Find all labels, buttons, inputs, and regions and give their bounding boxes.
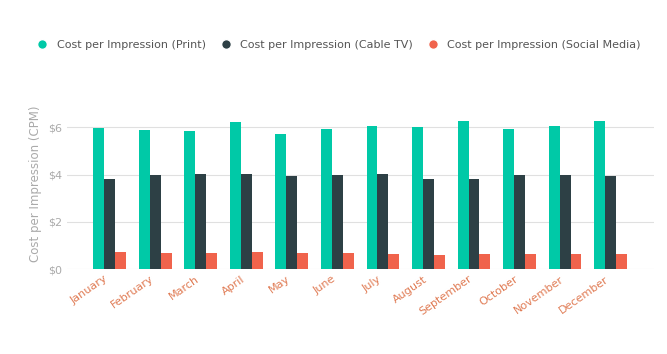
Bar — [423, 179, 434, 269]
Bar — [115, 252, 126, 269]
Bar — [195, 174, 206, 269]
Bar — [367, 126, 378, 269]
Bar — [230, 121, 241, 269]
Bar — [139, 130, 150, 269]
Bar — [594, 121, 605, 269]
Bar — [616, 254, 627, 269]
Bar — [468, 179, 480, 269]
Bar — [321, 129, 332, 269]
Bar — [150, 175, 161, 269]
Bar — [297, 252, 308, 269]
Bar — [434, 255, 445, 269]
Bar — [412, 127, 423, 269]
Bar — [503, 129, 514, 269]
Bar — [388, 254, 400, 269]
Bar — [549, 126, 560, 269]
Bar — [378, 174, 388, 269]
Bar — [161, 253, 171, 269]
Legend: Cost per Impression (Print), Cost per Impression (Cable TV), Cost per Impression: Cost per Impression (Print), Cost per Im… — [31, 40, 641, 50]
Bar — [458, 121, 468, 269]
Bar — [275, 134, 286, 269]
Bar — [525, 254, 536, 269]
Bar — [570, 254, 582, 269]
Bar — [241, 174, 252, 269]
Bar — [104, 179, 115, 269]
Bar — [93, 128, 104, 269]
Bar — [605, 176, 616, 269]
Bar — [514, 175, 525, 269]
Bar — [343, 253, 354, 269]
Y-axis label: Cost per Impression (CPM): Cost per Impression (CPM) — [29, 106, 42, 262]
Bar — [206, 253, 217, 269]
Bar — [560, 175, 570, 269]
Bar — [185, 131, 195, 269]
Bar — [480, 254, 490, 269]
Bar — [252, 252, 263, 269]
Bar — [332, 175, 343, 269]
Bar — [286, 176, 297, 269]
